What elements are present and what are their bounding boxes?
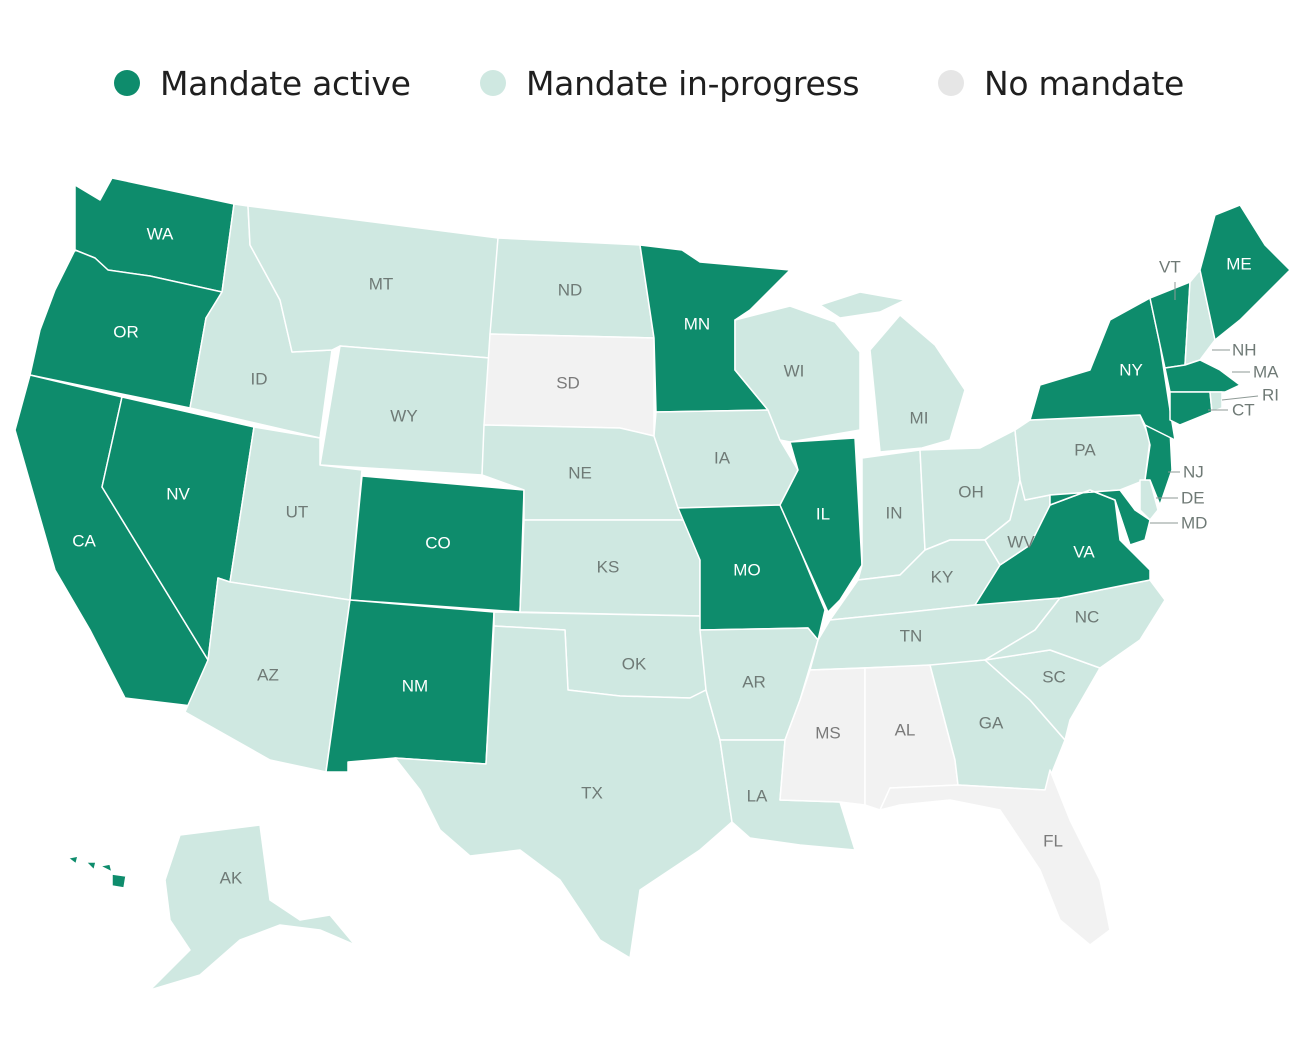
- state-FL[interactable]: [879, 769, 1111, 946]
- state-label-or: OR: [113, 322, 139, 341]
- state-label-ga: GA: [979, 713, 1004, 732]
- state-ME[interactable]: [1199, 204, 1291, 341]
- state-label-la: LA: [747, 786, 768, 805]
- legend-item-progress: Mandate in-progress: [480, 58, 860, 108]
- state-label-pa: PA: [1074, 440, 1096, 459]
- legend-swatch-none: [938, 70, 964, 96]
- state-label-sd: SD: [556, 373, 580, 392]
- state-label-ak: AK: [220, 868, 243, 887]
- state-label-va: VA: [1073, 542, 1095, 561]
- state-TX[interactable]: [394, 625, 733, 959]
- legend-item-none: No mandate: [938, 58, 1184, 108]
- state-label-me: ME: [1226, 254, 1252, 273]
- state-label-ct: CT: [1232, 400, 1255, 419]
- state-label-wy: WY: [390, 406, 417, 425]
- state-label-ne: NE: [568, 463, 592, 482]
- state-label-ky: KY: [931, 567, 954, 586]
- state-label-wa: WA: [147, 224, 174, 243]
- state-label-oh: OH: [958, 482, 984, 501]
- state-label-co: CO: [425, 533, 451, 552]
- map-legend: Mandate active Mandate in-progress No ma…: [0, 58, 1300, 108]
- state-label-id: ID: [251, 369, 268, 388]
- state-AK[interactable]: [149, 824, 356, 991]
- legend-swatch-active: [114, 70, 140, 96]
- legend-label-none: No mandate: [984, 63, 1185, 103]
- state-label-vt: VT: [1159, 257, 1181, 276]
- state-label-ut: UT: [286, 502, 309, 521]
- state-label-tn: TN: [900, 626, 923, 645]
- state-label-il: IL: [816, 504, 830, 523]
- state-label-ks: KS: [597, 557, 620, 576]
- state-RI[interactable]: [1209, 391, 1223, 413]
- state-label-nh: NH: [1232, 340, 1257, 359]
- state-label-wv: WV: [1007, 532, 1035, 551]
- state-label-nv: NV: [166, 484, 190, 503]
- state-WI[interactable]: [734, 305, 861, 443]
- leader-line-ri: [1221, 395, 1259, 401]
- state-label-ar: AR: [742, 672, 766, 691]
- legend-item-active: Mandate active: [114, 58, 411, 108]
- state-label-ny: NY: [1119, 360, 1143, 379]
- legend-label-progress: Mandate in-progress: [526, 63, 860, 103]
- state-label-nj: NJ: [1183, 462, 1204, 481]
- state-label-ma: MA: [1253, 362, 1279, 381]
- state-label-ri: RI: [1262, 385, 1279, 404]
- state-label-ca: CA: [72, 531, 96, 550]
- state-label-de: DE: [1181, 488, 1205, 507]
- state-NH[interactable]: [1184, 269, 1216, 366]
- state-label-tx: TX: [581, 783, 603, 802]
- state-label-nc: NC: [1075, 607, 1100, 626]
- state-label-nm: NM: [402, 676, 428, 695]
- state-label-ia: IA: [714, 448, 731, 467]
- state-label-wi: WI: [784, 361, 805, 380]
- state-MI[interactable]: [819, 291, 966, 453]
- state-label-ok: OK: [622, 654, 647, 673]
- state-NC[interactable]: [984, 579, 1166, 669]
- state-label-mo: MO: [733, 560, 760, 579]
- state-label-mt: MT: [369, 274, 394, 293]
- state-label-nd: ND: [558, 280, 583, 299]
- legend-label-active: Mandate active: [160, 63, 411, 103]
- state-label-mi: MI: [910, 408, 929, 427]
- label-leader-lines: [1150, 282, 1259, 524]
- state-HI[interactable]: [67, 855, 127, 889]
- state-label-fl: FL: [1043, 831, 1063, 850]
- state-label-al: AL: [895, 720, 916, 739]
- state-label-in: IN: [886, 503, 903, 522]
- state-label-az: AZ: [257, 665, 279, 684]
- state-label-sc: SC: [1042, 667, 1066, 686]
- state-IL[interactable]: [779, 437, 863, 613]
- state-label-md: MD: [1181, 513, 1207, 532]
- state-label-ms: MS: [815, 723, 841, 742]
- state-CT[interactable]: [1169, 391, 1213, 426]
- state-label-hi: HI: [68, 872, 85, 891]
- state-label-mn: MN: [684, 314, 710, 333]
- state-MD[interactable]: [1049, 489, 1151, 546]
- legend-swatch-progress: [480, 70, 506, 96]
